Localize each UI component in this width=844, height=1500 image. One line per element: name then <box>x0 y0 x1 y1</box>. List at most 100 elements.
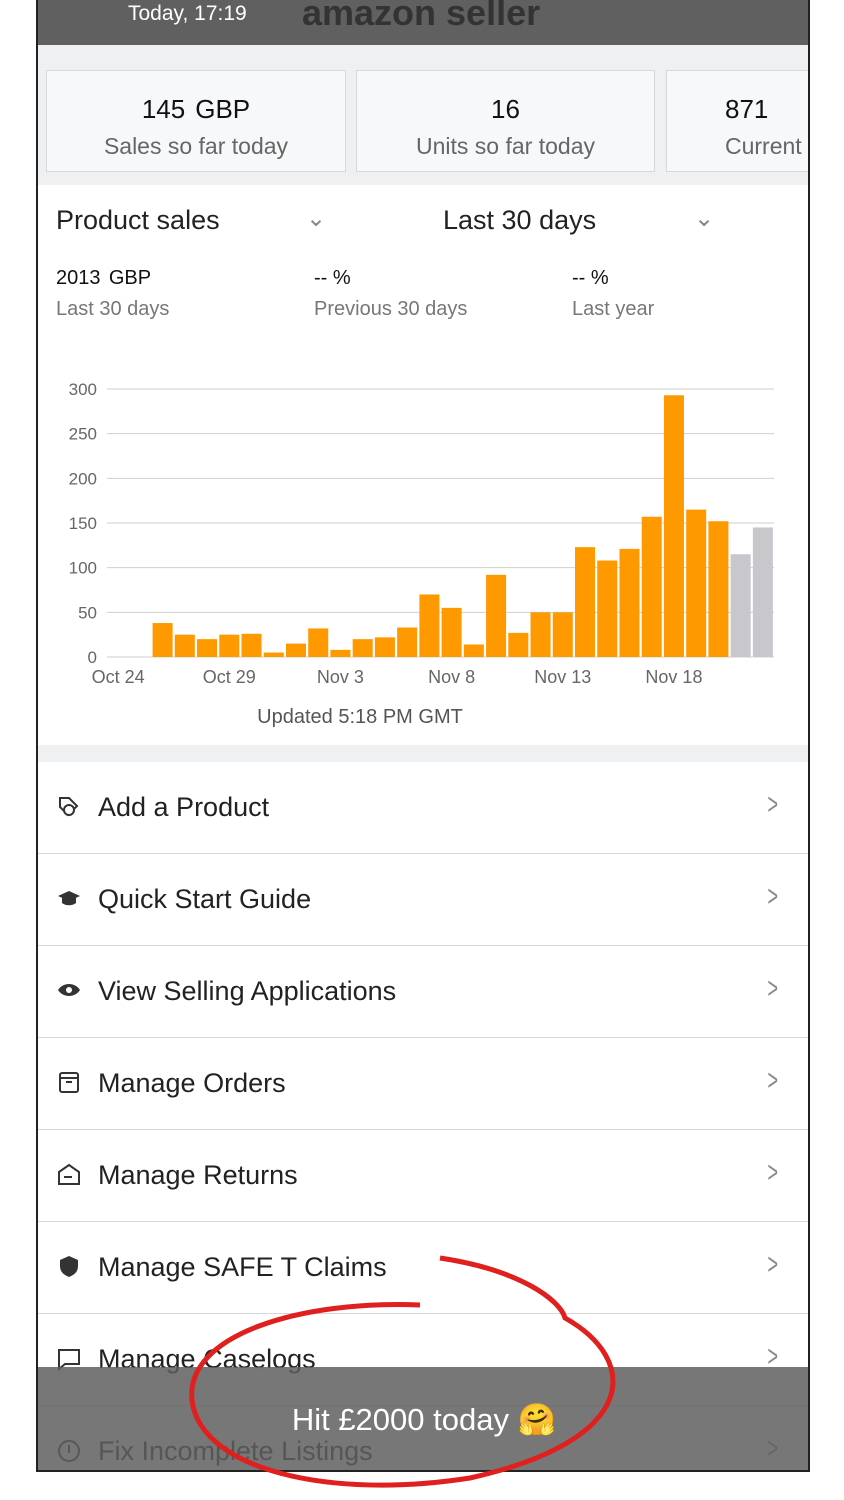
stat-number: 2013 <box>56 267 101 289</box>
y-tick-label: 150 <box>69 514 97 533</box>
menu-item[interactable]: Manage Returns > <box>38 1130 808 1222</box>
chevron-right: > <box>767 880 779 913</box>
card-label: Sales so far today <box>103 133 289 159</box>
x-tick-label: Nov 8 <box>428 667 475 687</box>
divider <box>38 745 808 762</box>
bar <box>552 612 573 657</box>
menu-icon <box>58 891 80 906</box>
menu-icon <box>58 1163 80 1185</box>
menu-label: Add a Product <box>98 792 270 822</box>
bar <box>352 639 373 657</box>
menu-icon <box>59 797 79 817</box>
bar <box>486 574 507 657</box>
y-tick-label: 100 <box>69 559 97 578</box>
bar <box>374 637 395 657</box>
stat-value: 2013 GBP <box>56 258 151 292</box>
card-number: 16 <box>491 94 520 124</box>
bar <box>419 594 440 657</box>
period-selector[interactable]: Last 30 days <box>443 205 597 235</box>
menu-item[interactable]: Manage SAFE T Claims > <box>38 1222 808 1314</box>
stat-number: -- % <box>314 267 351 289</box>
card-label: Current <box>725 133 802 159</box>
card-unit: GBP <box>195 94 251 124</box>
menu-item[interactable]: View Selling Applications > <box>38 946 808 1038</box>
bar <box>463 644 484 657</box>
bar <box>730 554 751 657</box>
card-number: 145 <box>141 94 186 124</box>
stat-label: Previous 30 days <box>314 298 468 320</box>
stat-number: -- % <box>572 267 609 289</box>
y-tick-label: 250 <box>69 425 97 444</box>
card-number: 871 <box>725 94 769 124</box>
time: Today, 17:19 <box>128 2 247 25</box>
menu-label: Manage SAFE T Claims <box>98 1252 387 1282</box>
stat-label: Last year <box>572 298 655 320</box>
bar <box>708 521 729 657</box>
chevron: ⌄ <box>306 205 327 232</box>
bar <box>686 509 707 657</box>
bar <box>597 560 618 657</box>
bar <box>575 547 596 657</box>
x-tick-label: Nov 3 <box>317 667 364 687</box>
menu-icon <box>58 1349 80 1372</box>
chevron-right: > <box>767 1248 779 1281</box>
bar <box>152 623 173 657</box>
menu-item[interactable]: Add a Product > <box>38 762 808 854</box>
y-tick-label: 200 <box>69 469 97 488</box>
menu-item[interactable]: Manage Orders > <box>38 1038 808 1130</box>
updated-note: Updated 5:18 PM GMT <box>257 706 463 728</box>
bar <box>397 627 418 657</box>
chevron-right: > <box>767 1064 779 1097</box>
menu-label: Manage Orders <box>98 1068 286 1098</box>
menu-label: Manage Returns <box>98 1160 298 1190</box>
bar <box>241 633 262 657</box>
bar <box>263 652 284 657</box>
bar <box>663 395 684 657</box>
bar <box>530 612 551 657</box>
bar <box>174 634 195 657</box>
chevron-right: > <box>767 972 779 1005</box>
bar <box>285 643 306 657</box>
y-tick-label: 0 <box>88 648 97 667</box>
summary-card[interactable]: 871 Current <box>666 70 808 172</box>
bar <box>619 548 640 657</box>
card-value: 16 <box>357 85 654 127</box>
menu-icon <box>58 984 80 996</box>
bar <box>752 527 773 657</box>
x-tick-label: Oct 29 <box>203 667 256 687</box>
chevron: ⌄ <box>694 205 715 232</box>
bar <box>197 639 218 657</box>
status-bar: Today, 17:19 amazon seller <box>38 0 808 45</box>
summary-card[interactable]: 145 GBP Sales so far today <box>46 70 346 172</box>
chevron-right: > <box>767 1156 779 1189</box>
stat-unit: GBP <box>108 267 152 289</box>
bar <box>508 632 529 657</box>
phone-screen: Today, 17:19 amazon seller 145 GBP Sales … <box>36 0 810 1472</box>
x-tick-label: Nov 18 <box>645 667 702 687</box>
stat-value: -- % <box>572 266 609 290</box>
bar <box>441 607 462 657</box>
bar <box>641 516 662 657</box>
bar <box>308 628 329 657</box>
toast-text: Hit £2000 today 🤗 <box>291 1402 557 1437</box>
chevron-right: > <box>767 788 779 821</box>
card-value: 871 <box>667 85 808 127</box>
metric-selector[interactable]: Product sales <box>56 205 220 235</box>
bar <box>219 634 240 657</box>
menu-label: Quick Start Guide <box>98 884 312 914</box>
x-tick-label: Oct 24 <box>92 667 145 687</box>
toast: Hit £2000 today 🤗 <box>38 1367 808 1470</box>
chevron-right: > <box>767 1340 779 1373</box>
y-tick-label: 50 <box>78 603 97 622</box>
menu-icon <box>60 1256 78 1277</box>
menu-item[interactable]: Quick Start Guide > <box>38 854 808 946</box>
logo: amazon seller <box>302 0 541 33</box>
card-value: 145 GBP <box>47 85 345 127</box>
card-label: Units so far today <box>416 133 595 159</box>
stat-value: -- % <box>314 266 351 290</box>
y-tick-label: 300 <box>69 380 97 399</box>
menu-label: View Selling Applications <box>98 976 397 1006</box>
summary-card[interactable]: 16 Units so far today <box>356 70 655 172</box>
x-tick-label: Nov 13 <box>534 667 591 687</box>
